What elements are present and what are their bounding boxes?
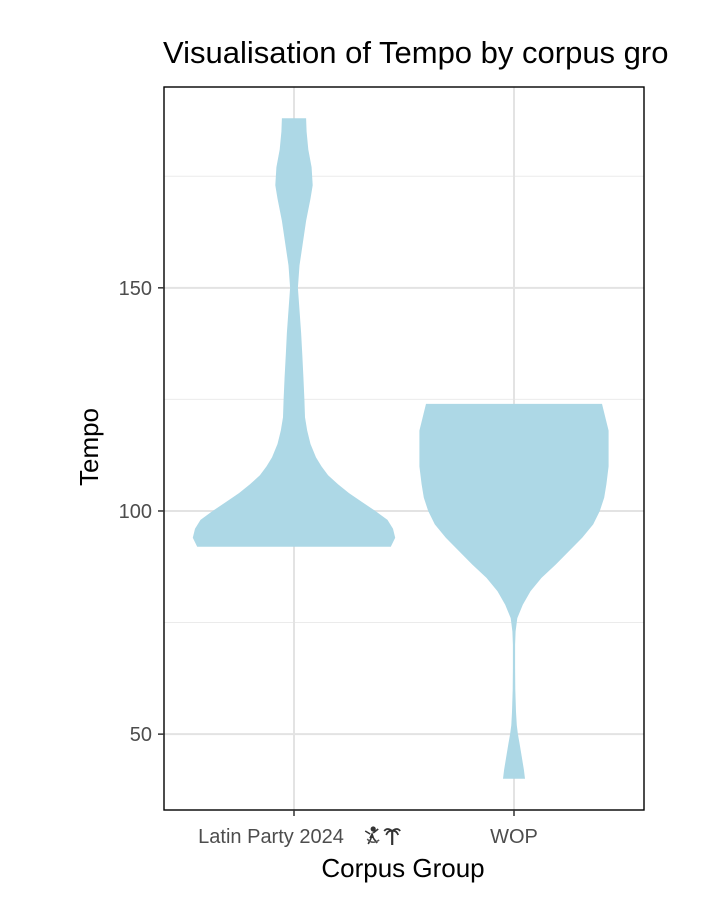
x-tick-label: Latin Party 2024	[198, 826, 344, 848]
dancer-icon	[364, 826, 380, 845]
x-axis-title: Corpus Group	[321, 853, 484, 883]
y-axis: 50 100 150	[119, 278, 164, 746]
violin-latin-party-2024	[192, 118, 396, 547]
y-tick-label: 50	[130, 724, 152, 746]
chart-title: Visualisation of Tempo by corpus gro	[163, 35, 668, 70]
violin-wop	[419, 403, 609, 779]
y-axis-title: Tempo	[74, 408, 104, 486]
violins	[192, 118, 609, 779]
y-tick-label: 100	[119, 501, 152, 523]
minor-grid	[164, 175, 644, 624]
plot-border	[163, 86, 645, 811]
x-tick-label: WOP	[490, 826, 538, 848]
palm-tree-icon	[383, 828, 401, 845]
x-axis: Latin Party 2024 WOP	[198, 810, 538, 848]
y-tick-label: 150	[119, 278, 152, 300]
